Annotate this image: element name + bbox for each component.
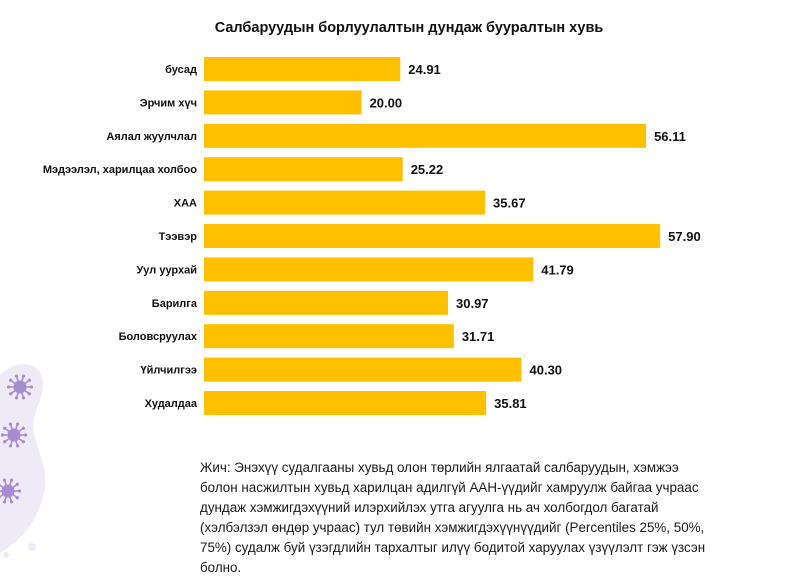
footnote: Жич: Энэхүү судалгааны хувьд олон төрлий… [200,458,770,578]
data-label: 24.91 [408,62,441,77]
bar [204,257,534,282]
footnote-line: Жич: Энэхүү судалгааны хувьд олон төрлий… [200,460,679,475]
data-label: 57.90 [668,229,701,244]
data-label: 35.67 [493,196,526,211]
category-label: Мэдээлэл, харилцаа холбоо [43,164,197,176]
bar [204,290,449,315]
category-label: Барилга [152,298,198,310]
decorative-dot [3,552,9,558]
category-label: Аялал жуулчлал [106,131,197,143]
decorative-dot [28,543,36,551]
bar [204,324,454,349]
bar [204,157,403,182]
category-label: ХАА [174,198,197,210]
footnote-line: (хэлбэлзэл өндөр учраас) тул төвийн хэмж… [200,520,705,535]
bar [204,57,401,81]
virus-icon [0,478,22,504]
category-label: Үйлчилгээ [141,365,197,377]
footnote-line: 75%) судалж буй үзэгдлийн тархалтыг илүү… [200,540,706,555]
footnote-line: дундаж хэмжигдэхүүний илэрхийлэх утга аг… [200,500,659,515]
bar-chart: Салбаруудын борлуулалтын дундаж бууралты… [43,20,701,415]
chart-title: Салбаруудын борлуулалтын дундаж бууралты… [215,20,604,36]
bar [204,90,362,115]
bar [204,190,486,215]
bar [204,123,647,148]
data-label: 40.30 [530,363,563,378]
category-label: Эрчим хүч [140,97,197,109]
decorative-blob [0,364,46,553]
data-label: 56.11 [654,129,686,144]
decorative-virus-illustration [0,364,46,558]
bar [204,357,522,382]
category-label: бусад [165,64,197,76]
category-label: Боловсруулах [119,331,198,343]
bar [204,224,661,248]
virus-icon [0,422,28,448]
data-label: 41.79 [541,262,574,277]
data-label: 20.00 [370,95,403,110]
category-label: Худалдаа [145,398,198,410]
category-label: Уул уурхай [136,264,197,276]
footnote-line: болно. [200,560,242,575]
bar [204,391,487,415]
data-label: 25.22 [411,162,444,177]
virus-icon [6,374,34,400]
category-label: Тээвэр [159,231,198,243]
footnote-line: болон насжилтын хувьд харилцан адилгүй А… [200,480,699,495]
data-label: 31.71 [462,329,495,344]
data-label: 30.97 [456,296,489,311]
data-label: 35.81 [494,396,527,411]
